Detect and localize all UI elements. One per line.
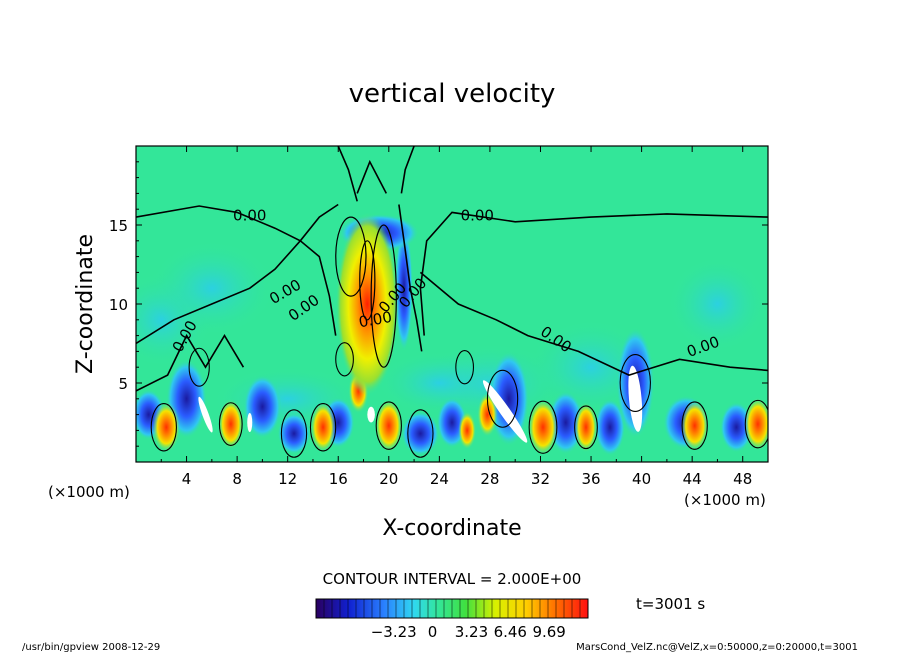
x-tick-label: 32 (531, 470, 550, 488)
x-unit-label-left: (×1000 m) (48, 483, 130, 501)
zero-contour-line (419, 271, 768, 376)
zero-contour-line (337, 146, 358, 202)
updraft-core (374, 398, 403, 453)
contour-loop (335, 216, 367, 297)
out-of-range-region (198, 396, 213, 433)
downdraft-region (594, 398, 626, 456)
downdraft-region (720, 401, 753, 453)
zero-contour-line (136, 203, 339, 345)
x-tick-label: 24 (430, 470, 449, 488)
colorbar-tick-label: −3.23 (371, 623, 417, 641)
x-tick-label: 4 (182, 470, 192, 488)
updraft-core (527, 398, 559, 456)
y-tick-label: 5 (118, 375, 128, 393)
updraft-weak-region (376, 351, 503, 415)
updraft-core (152, 401, 181, 453)
x-unit-label-right: (×1000 m) (684, 491, 766, 509)
contour-loop (335, 342, 354, 377)
x-tick-label: 20 (379, 470, 398, 488)
y-axis-label: Z-coordinate (73, 234, 98, 374)
downdraft-region (395, 225, 413, 352)
contour-label: 0.00 (461, 206, 494, 224)
downdraft-region (401, 411, 440, 456)
contour-loop (370, 224, 397, 368)
zero-contour-line (400, 146, 415, 194)
out-of-range-region (482, 380, 528, 443)
updraft-core (310, 401, 336, 453)
contour-loop (528, 400, 558, 454)
contour-loop (218, 402, 243, 446)
colorbar-tick-label: 9.69 (532, 623, 565, 641)
downdraft-region (548, 390, 584, 455)
chart-title: vertical velocity (349, 79, 556, 109)
updraft-core (477, 392, 498, 437)
contour-loop (309, 402, 337, 452)
contour-loop (280, 409, 308, 458)
contour-loop (375, 401, 402, 450)
contour-loop (150, 402, 177, 452)
x-axis-label: X-coordinate (382, 516, 521, 541)
heatmap-field (136, 146, 768, 462)
x-tick-label: 48 (733, 470, 752, 488)
zero-contour-line (136, 333, 245, 392)
contour-loop (744, 399, 768, 449)
contour-loop (359, 240, 376, 321)
updraft-weak-region (148, 240, 275, 336)
contour-interval-label: CONTOUR INTERVAL = 2.000E+00 (323, 570, 582, 588)
updraft-weak-region (667, 256, 768, 352)
updraft-core (458, 411, 476, 450)
x-tick-label: 40 (632, 470, 651, 488)
zero-contour-line (136, 205, 337, 336)
zero-contour-line (398, 204, 423, 352)
time-label: t=3001 s (636, 595, 705, 613)
downdraft-region (243, 375, 282, 439)
x-tick-label: 8 (232, 470, 242, 488)
x-tick-label: 28 (480, 470, 499, 488)
updraft-core (218, 398, 244, 450)
updraft-core (574, 401, 598, 453)
contour-loop (455, 350, 475, 385)
updraft-core (680, 400, 709, 451)
contour-label: 0.00 (233, 206, 266, 224)
out-of-range-region (247, 413, 253, 432)
updraft-core (744, 397, 768, 451)
x-tick-label: 44 (683, 470, 702, 488)
zero-contour-line (419, 211, 768, 336)
colorbar-tick-label: 3.23 (455, 623, 488, 641)
y-tick-label: 15 (109, 217, 128, 235)
x-tick-label: 12 (278, 470, 297, 488)
contour-loop (188, 347, 210, 387)
contour-loop (407, 409, 434, 458)
downdraft-region (488, 351, 530, 447)
contour-label: 0.00 (357, 308, 393, 332)
zero-contour-line (356, 159, 388, 194)
downdraft-region (277, 413, 311, 455)
footer-right: MarsCond_VelZ.nc@VelZ,x=0:50000,z=0:2000… (576, 642, 858, 653)
contour-loop (486, 369, 519, 428)
x-tick-label: 36 (581, 470, 600, 488)
contour-loop (681, 401, 708, 450)
footer-left: /usr/bin/gpview 2008-12-29 (22, 642, 160, 653)
contour-loop (574, 405, 598, 450)
colorbar-tick-label: 6.46 (494, 623, 527, 641)
x-tick-label: 16 (329, 470, 348, 488)
colorbar-tick-label: 0 (428, 623, 438, 641)
out-of-range-region (367, 406, 375, 423)
out-of-range-region (628, 365, 643, 432)
contour-loop (619, 354, 651, 412)
y-tick-label: 10 (109, 296, 128, 314)
